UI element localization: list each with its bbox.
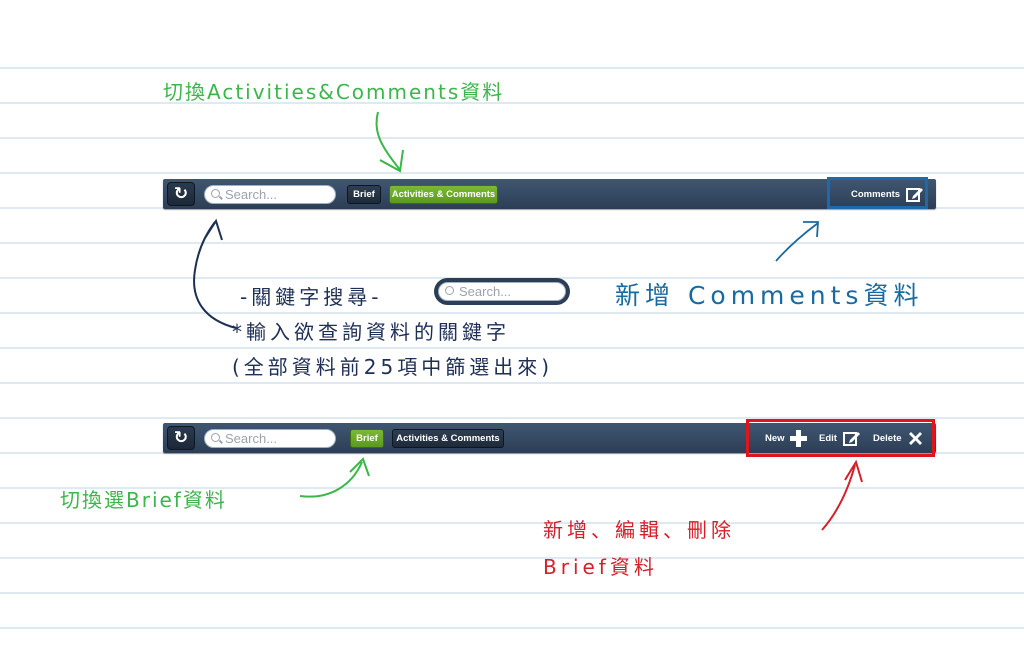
highlight-brief-actions-box	[746, 419, 935, 457]
search-icon	[211, 189, 220, 198]
comments-button-label: Comments	[851, 189, 901, 200]
edit-button-label: Edit	[819, 433, 837, 444]
search-placeholder: Search...	[225, 431, 278, 446]
highlight-comments-box	[827, 177, 928, 209]
plus-icon	[790, 429, 808, 447]
annotation-switch-activities: 切換Activities&Comments資料	[163, 80, 505, 104]
compose-icon	[905, 188, 923, 203]
search-input-example: Search...	[438, 282, 566, 301]
refresh-button[interactable]: ↻	[167, 182, 195, 206]
compose-icon	[842, 432, 860, 447]
delete-button-label: Delete	[873, 433, 902, 444]
annotation-keyword-search-line1: *輸入欲查詢資料的關鍵字	[232, 320, 510, 344]
new-button[interactable]: New	[765, 429, 808, 448]
toolbar-brief-view: ↻ Search... Brief Activities & Comments …	[163, 423, 936, 453]
arrow-to-brief	[299, 461, 363, 498]
search-icon	[211, 433, 220, 442]
comments-button[interactable]: Comments	[851, 185, 924, 204]
arrow-to-comments	[775, 222, 819, 262]
tab-brief[interactable]: Brief	[350, 429, 384, 448]
tab-activities-comments[interactable]: Activities & Comments	[389, 185, 498, 204]
search-example-placeholder: Search...	[459, 284, 512, 299]
arrow-to-brief-actions	[821, 464, 856, 531]
new-button-label: New	[765, 433, 785, 444]
close-icon	[909, 431, 923, 445]
annotation-switch-brief: 切換選Brief資料	[60, 488, 227, 512]
arrow-to-search	[193, 221, 237, 329]
delete-button[interactable]: Delete	[873, 429, 924, 448]
refresh-icon: ↻	[173, 428, 189, 448]
search-icon	[445, 286, 454, 295]
search-placeholder: Search...	[225, 187, 278, 202]
tab-brief[interactable]: Brief	[347, 185, 381, 204]
annotation-brief-actions-line2: Brief資料	[543, 555, 658, 579]
annotation-add-comments: 新增 Comments資料	[615, 281, 924, 310]
search-input[interactable]: Search...	[204, 185, 336, 204]
search-input[interactable]: Search...	[204, 429, 336, 448]
refresh-button[interactable]: ↻	[167, 426, 195, 450]
annotation-keyword-search-title: -關鍵字搜尋-	[240, 285, 383, 309]
toolbar-activities-view: ↻ Search... Brief Activities & Comments …	[163, 179, 936, 209]
arrow-to-activities	[375, 111, 401, 171]
refresh-icon: ↻	[173, 184, 189, 204]
annotation-brief-actions-line1: 新增、編輯、刪除	[543, 518, 735, 542]
tab-activities-comments[interactable]: Activities & Comments	[392, 429, 504, 448]
annotation-keyword-search-line2: (全部資料前25項中篩選出來)	[232, 355, 554, 379]
edit-button[interactable]: Edit	[819, 429, 861, 448]
